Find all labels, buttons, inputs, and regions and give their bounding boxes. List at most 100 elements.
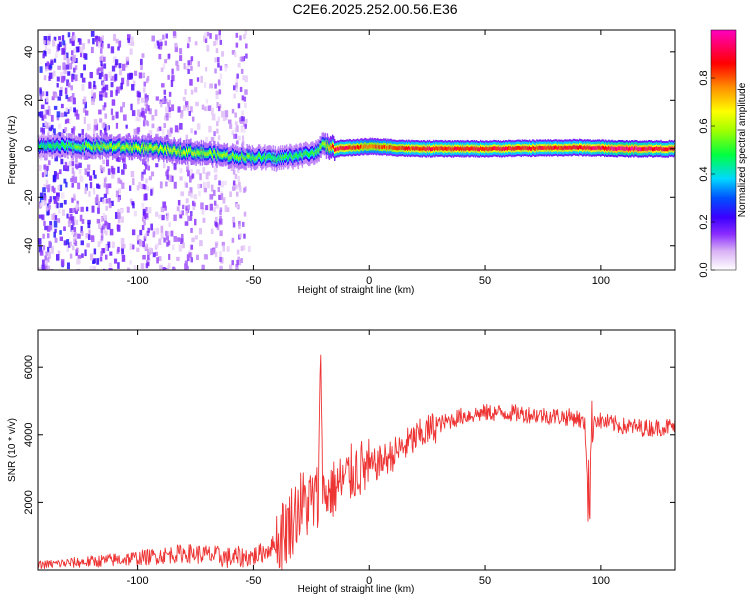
spectrogram-ridge-cell — [89, 144, 91, 149]
spectrogram-noise-cell — [108, 267, 112, 270]
spectrogram-noise-cell — [239, 233, 242, 239]
spectrogram-noise-cell — [69, 62, 73, 70]
snr-series-line — [38, 354, 675, 570]
spectrogram-ridge-cell — [47, 141, 49, 146]
spectrogram-ridge-cell — [561, 145, 563, 150]
spectrogram-ridge-cell — [524, 145, 527, 150]
spectrogram-noise-cell — [180, 237, 184, 245]
spectrogram-ridge-cell — [428, 146, 431, 151]
spectrogram-noise-cell — [198, 190, 201, 197]
spectrogram-ridge-cell — [556, 145, 558, 150]
spectrogram-ridge-cell — [661, 147, 663, 152]
spectrogram-noise-cell — [182, 242, 185, 249]
spectrogram-noise-cell — [44, 264, 48, 270]
spectrogram-noise-cell — [48, 240, 52, 248]
spectrogram-noise-cell — [80, 225, 83, 233]
spectrogram-ridge-cell — [272, 154, 274, 158]
spectrogram-noise-cell — [87, 39, 90, 44]
spectrogram-noise-cell — [231, 237, 235, 243]
spectrogram-noise-cell — [237, 62, 241, 68]
spectrogram-noise-cell — [219, 103, 222, 109]
spectrogram-noise-cell — [124, 164, 128, 169]
spectrogram-ridge-cell — [195, 152, 197, 157]
spectrogram-noise-cell — [143, 115, 147, 121]
spectrogram-noise-cell — [64, 127, 68, 132]
spectrogram-ridge-cell — [137, 146, 139, 151]
spectrogram-noise-cell — [146, 185, 149, 191]
spectrogram-ridge-cell — [270, 155, 272, 159]
spectrogram-noise-cell — [244, 123, 247, 129]
spectrogram-noise-cell — [162, 97, 165, 103]
spectrogram-ridge-cell — [648, 146, 651, 151]
spectrogram-ridge-cell — [458, 146, 460, 151]
spectrogram-noise-cell — [168, 112, 172, 118]
spectrogram-noise-cell — [132, 202, 135, 209]
spectrogram-noise-cell — [232, 180, 236, 186]
spectrogram-noise-cell — [122, 63, 126, 71]
spectrogram-noise-cell — [219, 210, 222, 216]
spectrogram-noise-cell — [74, 240, 78, 246]
spectrogram-ridge-cell — [560, 146, 562, 150]
snr-plot-area — [38, 330, 675, 570]
spectrogram-noise-cell — [237, 257, 241, 263]
spectrogram-ridge-cell — [479, 146, 482, 151]
spectrogram-noise-cell — [154, 109, 158, 117]
spectrogram-ridge-cell — [637, 147, 639, 152]
spectrogram-ridge-cell — [38, 143, 40, 148]
spectrogram-noise-cell — [41, 172, 45, 178]
spectrogram-ridge-cell — [369, 143, 371, 148]
spectrogram-ridge-cell — [649, 146, 652, 151]
spectrogram-ridge-cell — [93, 143, 95, 148]
spectrogram-noise-cell — [110, 108, 114, 115]
colorbar-ticks: 0.00.20.40.60.8 — [698, 70, 715, 278]
spectrogram-noise-cell — [47, 109, 51, 117]
spectrogram-noise-cell — [154, 43, 157, 49]
spectrogram-ridge-cell — [267, 154, 269, 159]
spectrogram-noise-cell — [105, 205, 108, 211]
chart-title: C2E6.2025.252.00.56.E36 — [292, 1, 457, 17]
spectrogram-noise-cell — [167, 74, 170, 80]
spectrogram-noise-cell — [239, 35, 242, 41]
spectrogram-ridge-cell — [64, 144, 66, 149]
spectrogram-ridge-cell — [260, 155, 262, 160]
spectrogram-ridge-cell — [196, 149, 198, 154]
spectrogram-noise-cell — [234, 52, 237, 58]
spectrogram-noise-cell — [48, 33, 52, 38]
spectrogram-noise-cell — [183, 105, 186, 111]
spectrogram-ridge-cell — [269, 154, 271, 158]
spectrogram-noise-cell — [57, 65, 61, 70]
spectrogram-noise-cell — [217, 57, 220, 63]
spectrogram-ridge-cell — [114, 145, 116, 150]
spectrogram-noise-cell — [181, 210, 184, 216]
spectrogram-noise-cell — [74, 74, 78, 82]
spectrogram-noise-cell — [117, 197, 121, 202]
spectrogram-ridge-cell — [216, 155, 218, 160]
spectrogram-ridge-cell — [313, 152, 315, 157]
spectrogram-noise-cell — [190, 128, 193, 134]
spectrogram-noise-cell — [127, 38, 131, 43]
spectrogram-noise-cell — [104, 215, 107, 222]
spectrogram-noise-cell — [53, 170, 57, 177]
spectrogram-noise-cell — [165, 230, 168, 236]
spectrogram-ridge-cell — [123, 145, 125, 149]
spectrogram-noise-cell — [57, 123, 62, 129]
spectrogram-ridge-cell — [618, 146, 620, 151]
spectrogram-ridge-cell — [283, 154, 286, 159]
spectrogram-noise-cell — [241, 110, 244, 116]
spectrogram-noise-cell — [190, 106, 193, 113]
spectrogram-noise-cell — [177, 237, 181, 242]
spectrogram-ridge-cell — [460, 146, 462, 151]
spectrogram-noise-cell — [74, 235, 77, 243]
spectrogram-noise-cell — [121, 169, 125, 175]
spectrogram-noise-cell — [167, 102, 171, 108]
spectrogram-noise-cell — [213, 207, 216, 213]
spectrogram-noise-cell — [62, 62, 66, 67]
spectrogram-noise-cell — [43, 51, 47, 57]
spectrogram-noise-cell — [117, 177, 121, 184]
spectrogram-noise-cell — [78, 133, 82, 140]
spectrogram-noise-cell — [59, 86, 63, 93]
spectrogram-ridge-cell — [631, 146, 633, 151]
spectrogram-noise-cell — [160, 67, 164, 72]
spectrogram-ridge-cell — [201, 152, 204, 157]
spectrogram-ridge-cell — [664, 147, 666, 152]
